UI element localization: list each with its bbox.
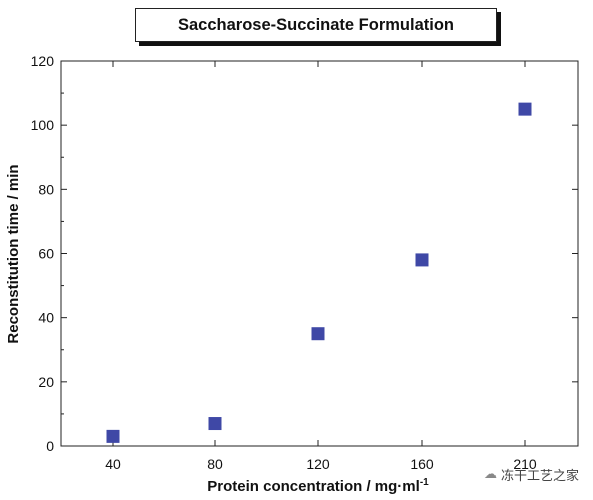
plot-frame bbox=[60, 60, 579, 447]
x-axis: 40 80 120 160 210 bbox=[105, 61, 537, 472]
y-tick-label: 20 bbox=[38, 374, 54, 390]
x-axis-title-text: Protein concentration / mg·ml bbox=[207, 478, 420, 495]
y-tick-label: 80 bbox=[38, 181, 54, 197]
y-axis: 0 20 40 60 80 100 120 bbox=[31, 53, 578, 454]
y-tick-label: 120 bbox=[31, 53, 55, 69]
y-tick-label: 0 bbox=[46, 438, 54, 454]
x-axis-title-sup: -1 bbox=[420, 477, 429, 488]
data-point bbox=[106, 429, 120, 443]
x-tick-label: 120 bbox=[306, 456, 330, 472]
x-tick-label: 210 bbox=[513, 456, 537, 472]
data-point bbox=[208, 417, 222, 431]
y-axis-title: Reconstitution time / min bbox=[5, 164, 22, 343]
chat-bubble-icon: ☁ bbox=[483, 467, 497, 482]
x-tick-label: 40 bbox=[105, 456, 121, 472]
x-axis-title: Protein concentration / mg·ml-1 bbox=[207, 477, 429, 495]
x-tick-label: 80 bbox=[207, 456, 223, 472]
data-point bbox=[311, 327, 325, 341]
data-point bbox=[518, 102, 532, 116]
watermark: ☁ 冻干工艺之家 bbox=[484, 465, 579, 484]
watermark-text: 冻干工艺之家 bbox=[500, 469, 579, 484]
y-tick-label: 100 bbox=[31, 117, 55, 133]
data-point bbox=[415, 253, 429, 267]
y-tick-label: 40 bbox=[38, 310, 54, 326]
x-tick-label: 160 bbox=[410, 456, 434, 472]
chart-title: Saccharose-Succinate Formulation bbox=[135, 8, 497, 42]
y-tick-label: 60 bbox=[38, 246, 54, 262]
data-series bbox=[106, 102, 532, 443]
